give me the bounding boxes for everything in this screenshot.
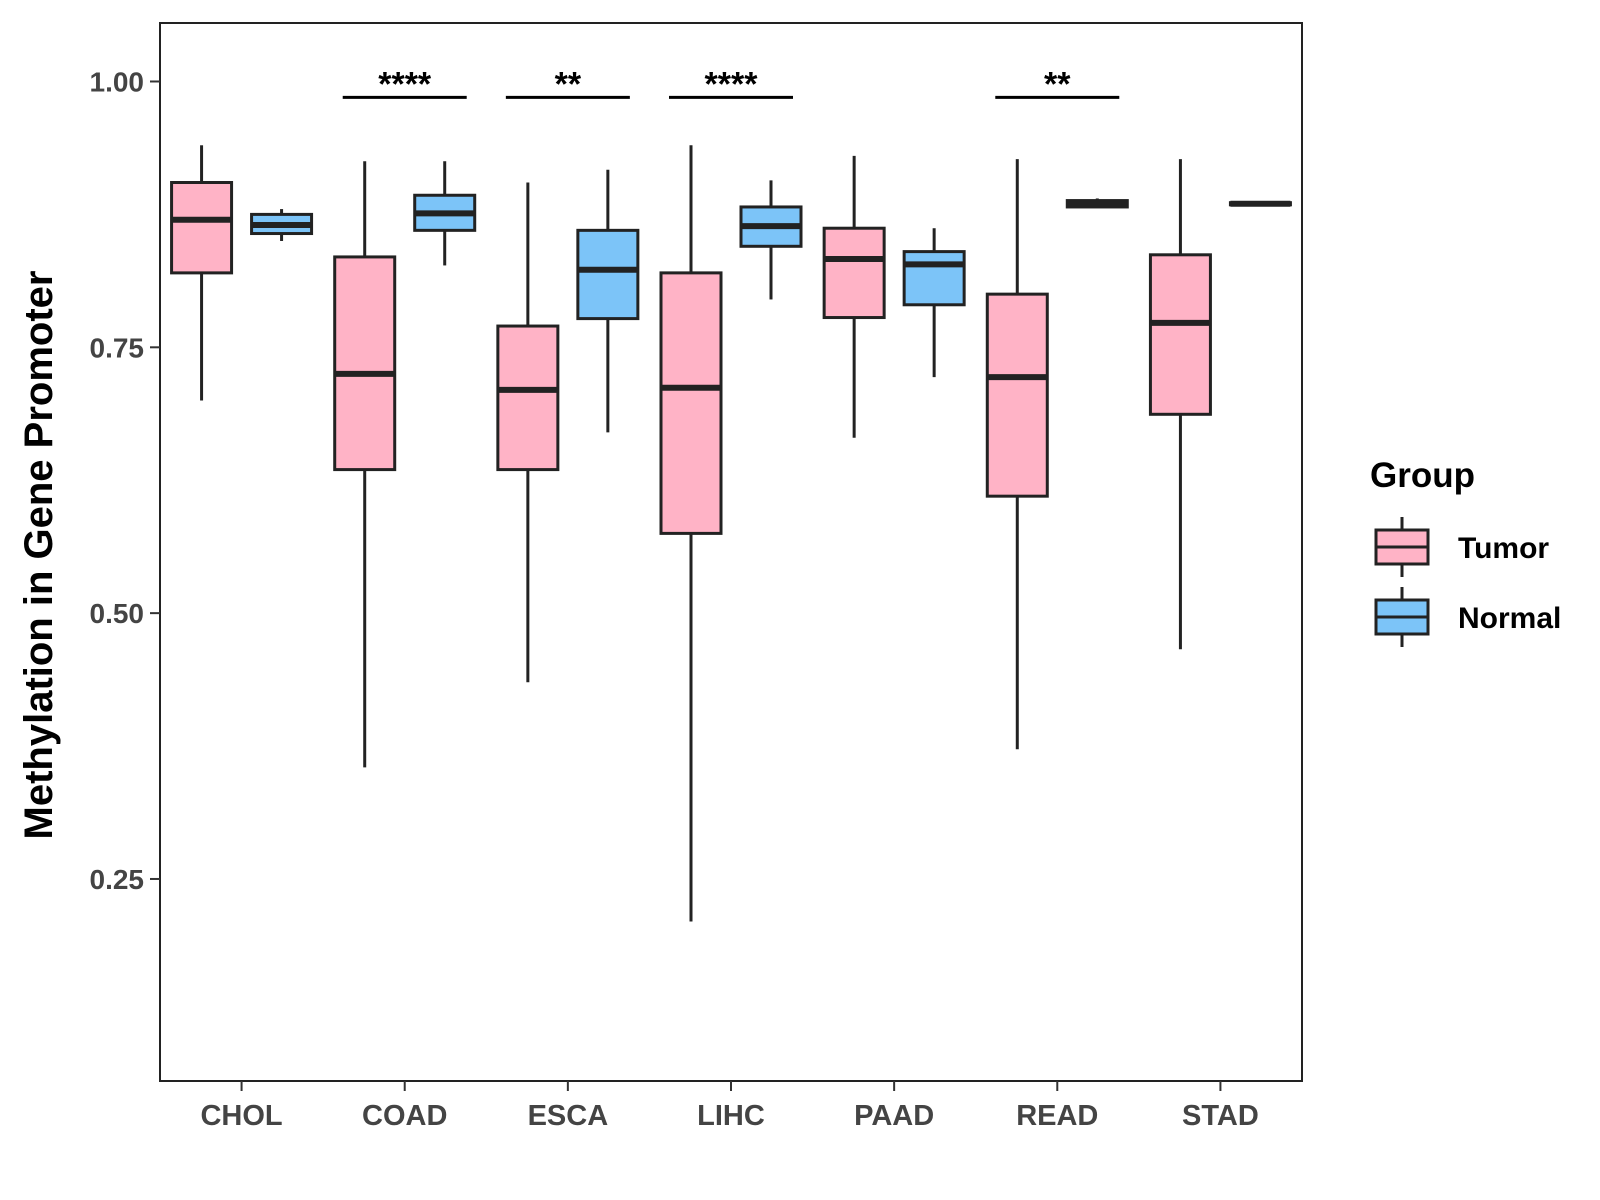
- significance-label: **: [1044, 65, 1071, 103]
- box-tumor-paad: [822, 155, 886, 438]
- x-tick-label: PAAD: [854, 1100, 934, 1132]
- x-tick-label: COAD: [362, 1100, 447, 1132]
- box-normal-coad: [413, 161, 477, 266]
- box-normal-chol: [250, 209, 314, 241]
- box-body: [659, 271, 723, 535]
- x-tick-label: STAD: [1182, 1100, 1259, 1132]
- box-body: [576, 228, 640, 321]
- y-tick-label: 0.25: [90, 864, 145, 895]
- plot-panel-border: [159, 22, 1303, 1082]
- box-normal-esca: [576, 169, 640, 433]
- box-body: [822, 226, 886, 320]
- box-normal-read: [1065, 198, 1129, 209]
- box-normal-paad: [902, 228, 966, 378]
- legend-label-normal: Normal: [1458, 602, 1561, 635]
- box-normal-lihc: [739, 180, 803, 300]
- box-tumor-stad: [1148, 159, 1212, 650]
- y-tick-label: 0.75: [90, 332, 145, 363]
- legend-items: Tumor Normal: [1374, 517, 1561, 647]
- significance-label: **: [555, 65, 582, 103]
- y-axis-title: Methylation in Gene Promoter: [17, 271, 61, 840]
- plot-area: 0.25 0.50 0.75 1.00 CHOL COAD ESCA LIHC PAAD READ…: [90, 22, 1303, 1132]
- significance-label: ****: [378, 65, 432, 103]
- box-body: [902, 250, 966, 307]
- x-tick-label: READ: [1016, 1100, 1098, 1132]
- x-tick-label: CHOL: [200, 1100, 282, 1132]
- legend-title: Group: [1370, 456, 1475, 495]
- x-tick-label: LIHC: [697, 1100, 765, 1132]
- box-tumor-coad: [333, 161, 397, 768]
- box-body: [333, 255, 397, 472]
- box-body: [1148, 253, 1212, 416]
- box-body: [985, 292, 1049, 498]
- box-tumor-read: [985, 159, 1049, 750]
- legend-label-tumor: Tumor: [1458, 532, 1549, 565]
- box-tumor-esca: [496, 182, 560, 683]
- box-body: [170, 180, 234, 275]
- x-tick-label: ESCA: [528, 1100, 609, 1132]
- box-tumor-chol: [170, 145, 234, 401]
- box-tumor-lihc: [659, 145, 723, 922]
- significance-label: ****: [705, 65, 759, 103]
- y-tick-label: 0.50: [90, 598, 145, 629]
- legend: Group Tumor Normal: [1370, 456, 1561, 647]
- box-normal-stad: [1228, 200, 1292, 207]
- y-tick-label: 1.00: [90, 66, 145, 97]
- box-body: [496, 324, 560, 472]
